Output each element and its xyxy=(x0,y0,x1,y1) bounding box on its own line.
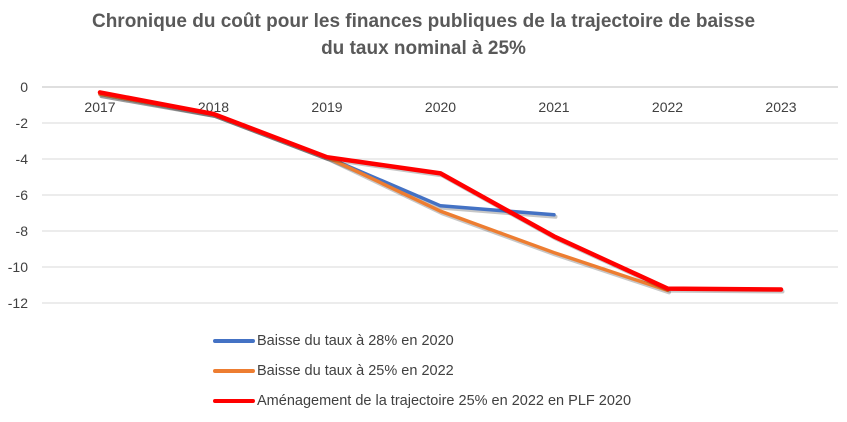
legend-label: Baisse du taux à 28% en 2020 xyxy=(257,333,454,349)
legend-swatch xyxy=(213,339,255,343)
chart-title: Chronique du coût pour les finances publ… xyxy=(0,8,847,62)
chart-title-line-1: Chronique du coût pour les finances publ… xyxy=(91,11,756,32)
y-tick-label: -10 xyxy=(8,259,28,275)
chart-title-line-2: du taux nominal à 25% xyxy=(321,38,526,59)
x-tick-label: 2023 xyxy=(765,99,796,115)
legend-swatch xyxy=(213,399,255,403)
legend-item: Baisse du taux à 25% en 2022 xyxy=(213,356,631,386)
legend: Baisse du taux à 28% en 2020 Baisse du ta… xyxy=(213,326,631,416)
x-tick-label: 2017 xyxy=(84,99,115,115)
series-lines xyxy=(97,90,785,295)
y-tick-label: -2 xyxy=(16,115,29,131)
y-tick-label: -12 xyxy=(8,295,28,311)
y-tick-label: -6 xyxy=(16,187,29,203)
grid-lines xyxy=(42,86,838,304)
legend-label: Aménagement de la trajectoire 25% en 202… xyxy=(257,393,632,409)
x-tick-label: 2021 xyxy=(538,99,569,115)
x-tick-label: 2020 xyxy=(425,99,456,115)
series-line-shadow xyxy=(99,92,785,294)
series-line-3 xyxy=(97,90,784,292)
y-axis-ticks: 0 -2 -4 -6 -8 -10 -12 xyxy=(8,79,28,311)
legend-swatch xyxy=(213,369,255,373)
series-line-2 xyxy=(98,92,670,293)
x-axis-ticks: 2017 2018 2019 2020 2021 2022 2023 xyxy=(84,99,796,115)
legend-label: Baisse du taux à 25% en 2022 xyxy=(257,363,454,379)
legend-item: Baisse du taux à 28% en 2020 xyxy=(213,326,631,356)
x-tick-label: 2019 xyxy=(311,99,342,115)
x-tick-label: 2022 xyxy=(652,99,683,115)
y-tick-label: 0 xyxy=(20,79,28,95)
y-tick-label: -4 xyxy=(16,151,29,167)
y-tick-label: -8 xyxy=(16,223,29,239)
legend-item: Aménagement de la trajectoire 25% en 202… xyxy=(213,386,631,416)
